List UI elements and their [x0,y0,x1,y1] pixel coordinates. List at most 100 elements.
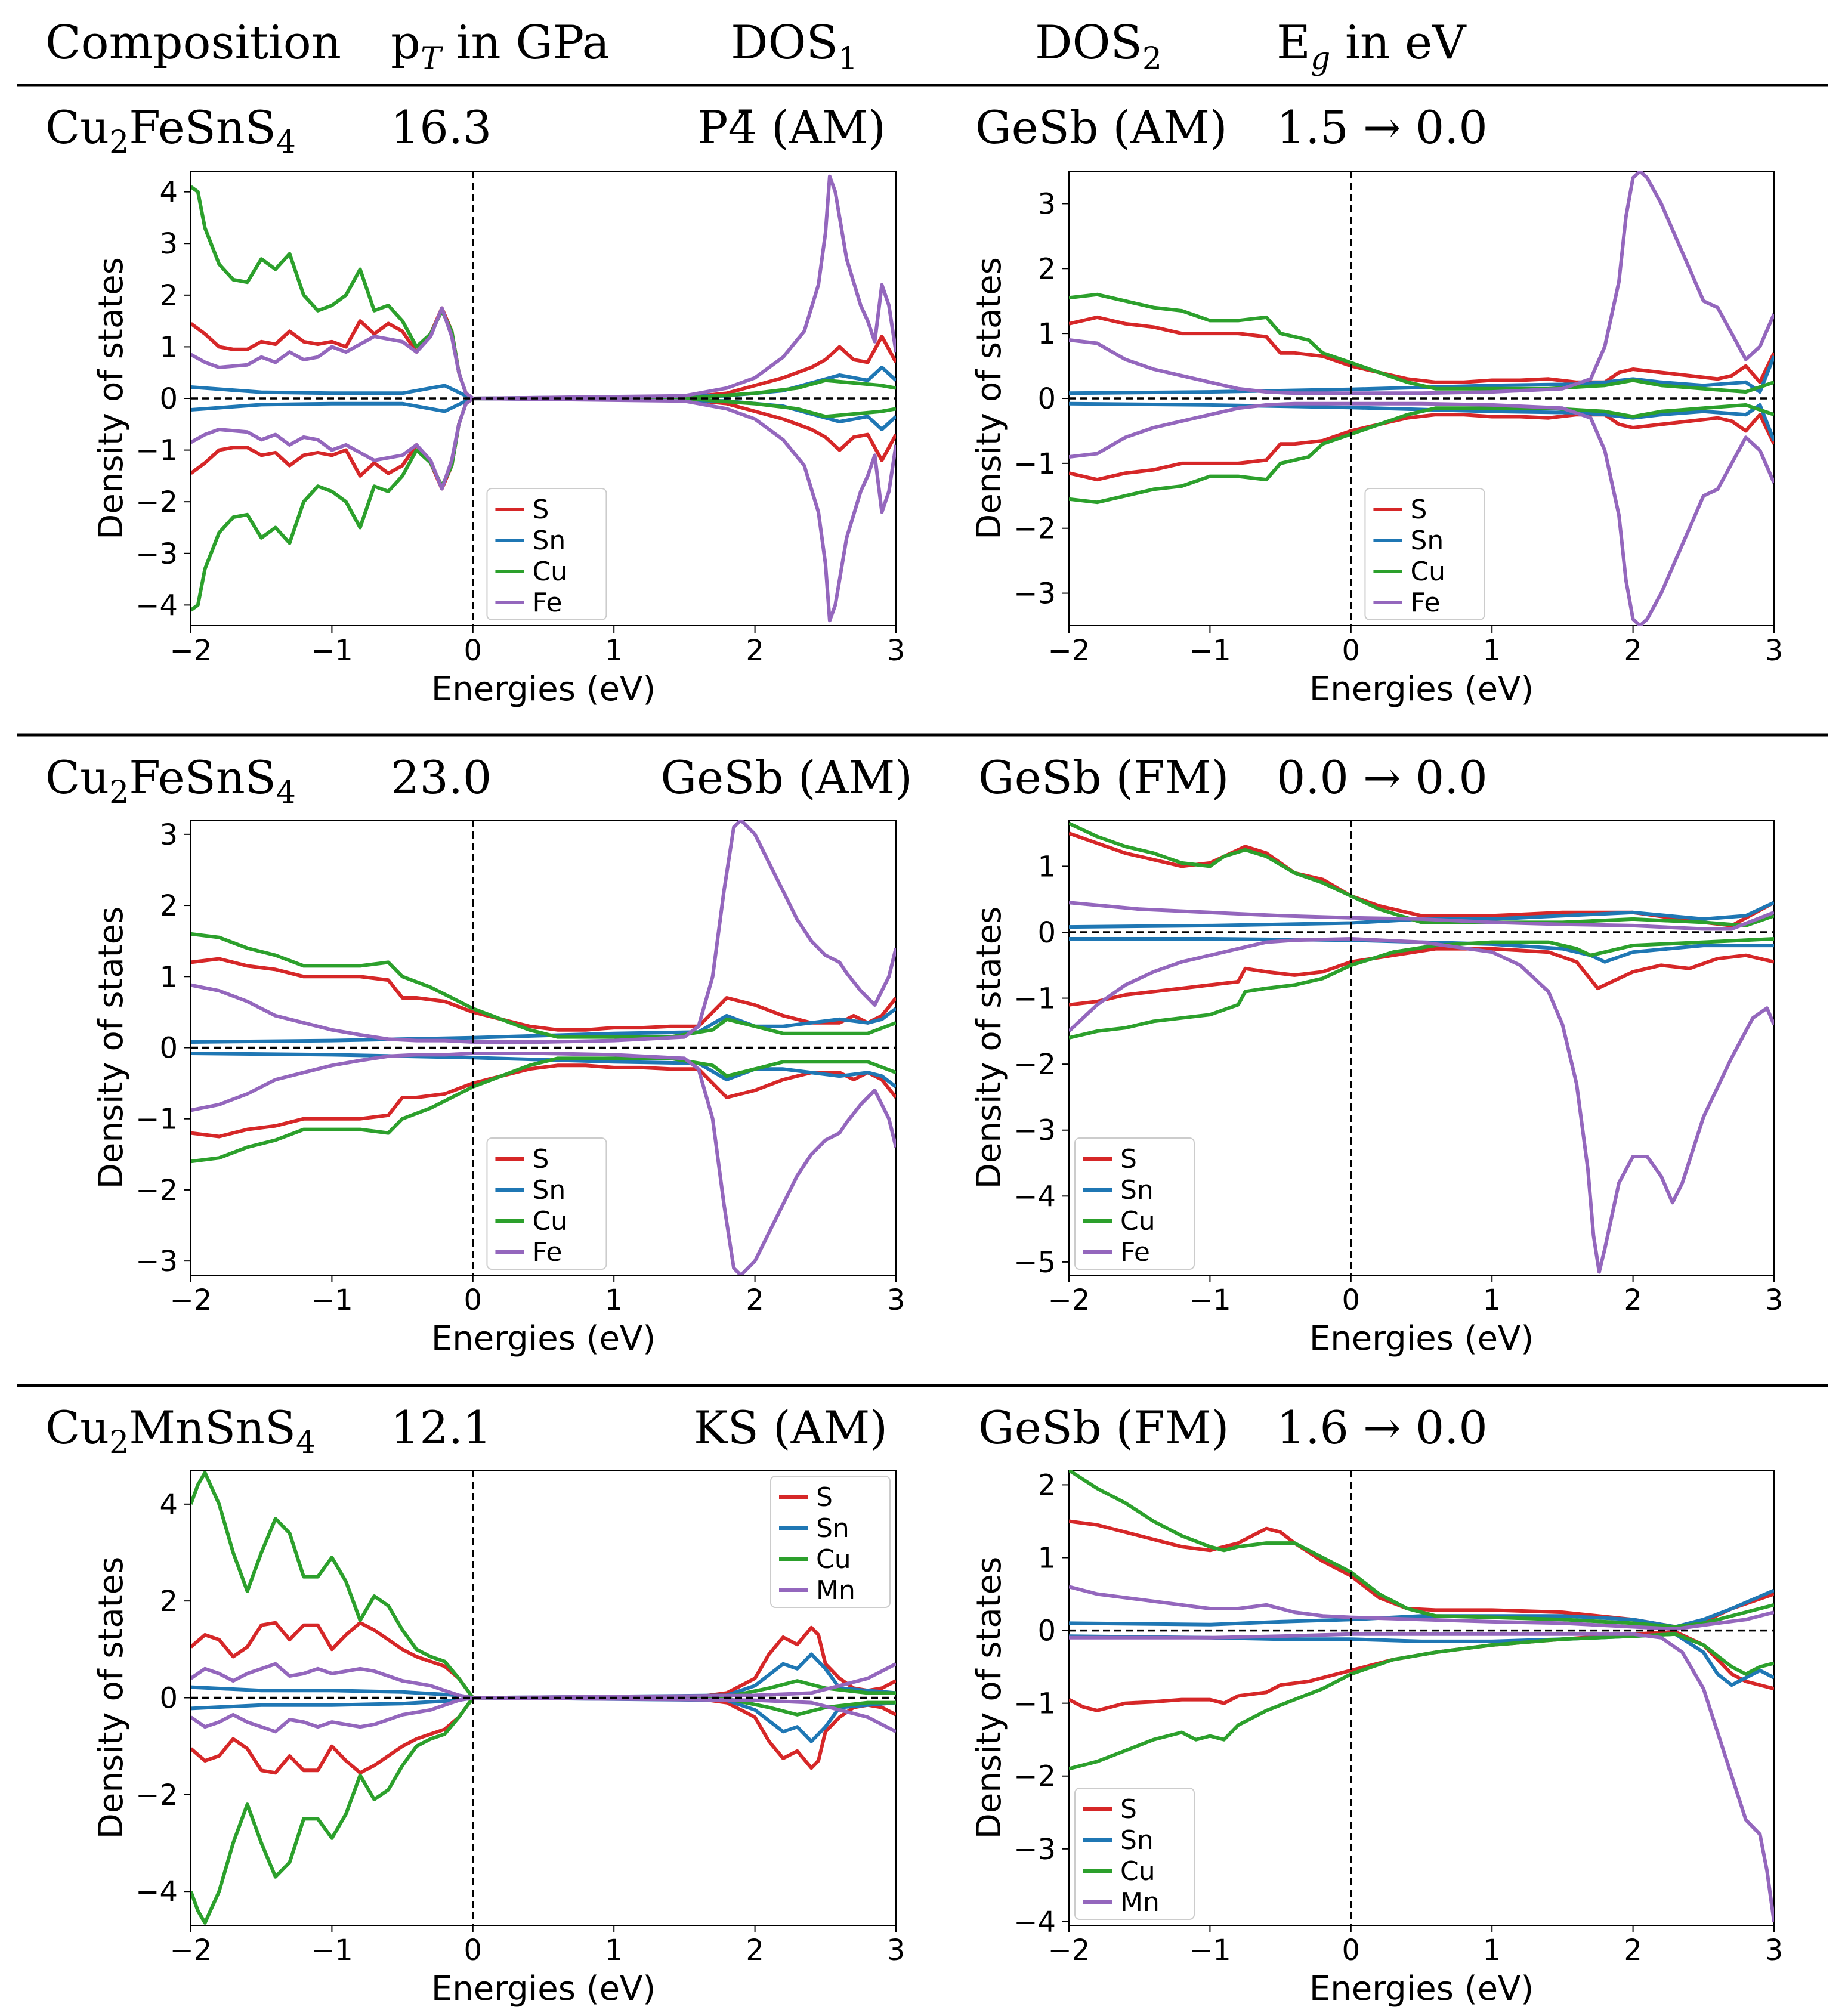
y-tick-label: −4 [135,589,178,622]
header-pressure: pT in GPa [391,16,610,77]
series-line-sn [1069,355,1774,395]
x-tick-label: 3 [887,634,905,667]
x-tick-label: −1 [1189,634,1231,667]
legend-label-cu: Cu [1120,1856,1155,1887]
y-axis-label: Density of states [970,1557,1009,1839]
row1-pressure: 16.3 [391,101,492,154]
series-line-mn [191,1662,896,1700]
series-line-cu [1069,821,1774,927]
series-line-cu [191,185,896,400]
x-tick-label: −1 [311,1284,353,1317]
y-axis-label: Density of states [92,1557,131,1839]
row2-composition: Cu2FeSnS4 [45,751,296,811]
row1-gap: 1.5 → 0.0 [1277,101,1488,154]
legend-label-cu: Cu [532,1206,567,1236]
row3-composition: Cu2MnSnS4 [45,1401,316,1461]
x-tick-label: 0 [1342,1934,1361,1967]
x-tick-label: 0 [1342,1284,1361,1317]
series-line-sn-spin-down [1069,401,1774,441]
x-tick-label: −1 [311,634,353,667]
y-tick-label: −2 [135,486,178,519]
legend-label-s: S [532,1144,549,1174]
y-axis-label: Density of states [970,257,1009,540]
y-tick-label: 0 [1037,1615,1056,1648]
legend-label-sn: Sn [1120,1175,1154,1205]
legend-box [1364,488,1485,620]
row3-dos2-label: GeSb (FM) [978,1401,1229,1454]
x-axis-label: Energies (eV) [1309,670,1534,709]
x-tick-label: −2 [170,634,212,667]
row2-dos2-label: GeSb (FM) [978,751,1229,804]
x-tick-label: −1 [1189,1934,1231,1967]
series-line-cu [1069,1470,1774,1629]
legend-label-s: S [1120,1794,1137,1825]
y-tick-label: −1 [135,1103,178,1136]
legend-label-fe: Fe [1120,1237,1150,1267]
y-tick-label: 0 [1037,382,1056,416]
row2-pressure: 23.0 [391,751,492,804]
series-group [1069,1470,1774,1922]
y-axis-label: Density of states [92,907,131,1189]
y-tick-label: 1 [1037,1541,1056,1575]
y-axis-label: Density of states [92,257,131,540]
x-tick-label: 2 [1624,1934,1642,1967]
series-group [1069,171,1774,626]
y-tick-label: 0 [159,1032,178,1065]
y-tick-label: 3 [1037,187,1056,221]
y-tick-label: 2 [159,889,178,923]
x-tick-label: 3 [1765,634,1784,667]
header-gap: Eg in eV [1277,16,1467,77]
x-tick-label: 3 [887,1934,905,1967]
series-line-cu-spin-down [191,1696,896,1925]
y-tick-label: −2 [135,1174,178,1207]
legend-label-s: S [532,494,549,525]
y-tick-label: −3 [135,1245,178,1278]
dos-plot-r1-dos1: −2 −1 0 1 2 3 −4 −3 −2 −1 0 1 2 3 4 Energies (eV) Densit… [92,171,905,709]
legend-box [486,1137,607,1270]
y-tick-label: 3 [159,227,178,261]
y-tick-label: −2 [135,1779,178,1812]
series-line-s_dn [1069,947,1774,1007]
legend-box [486,488,607,620]
series-group [191,174,896,623]
legend-label-s: S [1410,494,1427,525]
legend-label-cu: Cu [1410,556,1445,587]
row1-dos1-label: P4̄ (AM) [697,101,886,154]
y-tick-label: 1 [159,960,178,994]
y-tick-label: −5 [1013,1246,1056,1279]
x-axis-label: Energies (eV) [1309,1319,1534,1358]
dos-plot-r3-dos2: −2 −1 0 1 2 3 −4 −3 −2 −1 0 1 2 Energies (eV) Density … [970,1468,1783,2008]
series-line-mn-spin-down [191,1696,896,1734]
series-line-fe-spin-down [1069,401,1774,626]
y-tick-label: 1 [1037,317,1056,351]
x-tick-label: −2 [170,1284,212,1317]
series-line-mn_dn [1069,1632,1774,1922]
y-tick-label: 4 [159,176,178,209]
legend-box [1074,1788,1195,1920]
series-line-mn [1069,1585,1774,1631]
x-tick-label: 2 [746,1284,764,1317]
y-tick-label: −1 [1013,1687,1056,1721]
series-line-fe_dn [1069,937,1774,1274]
x-tick-label: 3 [1765,1284,1784,1317]
x-tick-label: 0 [464,1284,483,1317]
series-line-sn [191,1652,896,1700]
series-line-fe-spin-down [191,1052,896,1275]
row3-pressure: 12.1 [391,1401,492,1454]
dos-plot-r3-dos1: −2 −1 0 1 2 3 −4 −2 0 2 4 Energies (eV) Density of s… [92,1470,905,2008]
y-tick-label: 1 [159,330,178,364]
x-tick-label: 2 [746,1934,764,1967]
row1-composition: Cu2FeSnS4 [45,101,296,160]
legend-label-sn: Sn [532,1175,565,1205]
series-line-sn [1069,901,1774,929]
y-tick-label: 4 [159,1488,178,1522]
x-axis-label: Energies (eV) [431,1969,656,2008]
y-tick-label: 0 [159,382,178,416]
series-line-fe [1069,171,1774,395]
x-tick-label: 1 [605,634,623,667]
x-tick-label: 2 [746,634,764,667]
